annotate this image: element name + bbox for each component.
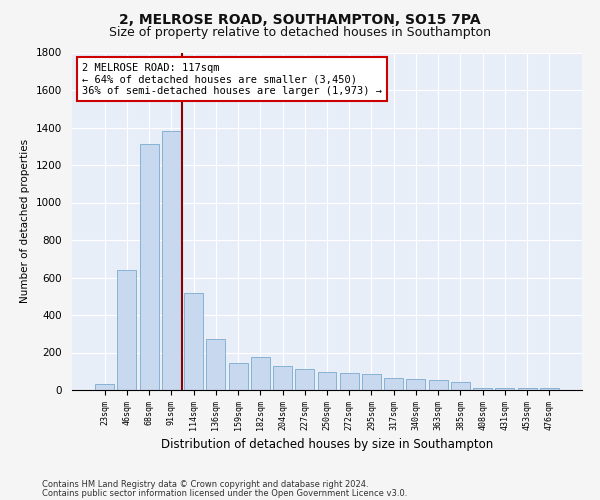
X-axis label: Distribution of detached houses by size in Southampton: Distribution of detached houses by size … <box>161 438 493 451</box>
Bar <box>273 366 292 390</box>
Bar <box>362 374 381 390</box>
Text: Size of property relative to detached houses in Southampton: Size of property relative to detached ho… <box>109 26 491 39</box>
Bar <box>429 380 448 390</box>
Bar <box>118 270 136 390</box>
Bar <box>95 384 114 390</box>
Text: Contains HM Land Registry data © Crown copyright and database right 2024.: Contains HM Land Registry data © Crown c… <box>42 480 368 489</box>
Bar <box>384 378 403 390</box>
Bar <box>295 370 314 390</box>
Bar <box>540 388 559 390</box>
Bar <box>184 292 203 390</box>
Bar <box>162 131 181 390</box>
Y-axis label: Number of detached properties: Number of detached properties <box>20 139 31 304</box>
Bar <box>473 388 492 390</box>
Bar <box>251 357 270 390</box>
Bar <box>518 388 536 390</box>
Bar <box>140 144 158 390</box>
Bar <box>406 379 425 390</box>
Bar <box>496 388 514 390</box>
Bar <box>340 373 359 390</box>
Text: 2, MELROSE ROAD, SOUTHAMPTON, SO15 7PA: 2, MELROSE ROAD, SOUTHAMPTON, SO15 7PA <box>119 12 481 26</box>
Text: 2 MELROSE ROAD: 117sqm
← 64% of detached houses are smaller (3,450)
36% of semi-: 2 MELROSE ROAD: 117sqm ← 64% of detached… <box>82 62 382 96</box>
Bar <box>451 382 470 390</box>
Bar <box>229 363 248 390</box>
Bar <box>206 340 225 390</box>
Bar <box>317 372 337 390</box>
Text: Contains public sector information licensed under the Open Government Licence v3: Contains public sector information licen… <box>42 488 407 498</box>
